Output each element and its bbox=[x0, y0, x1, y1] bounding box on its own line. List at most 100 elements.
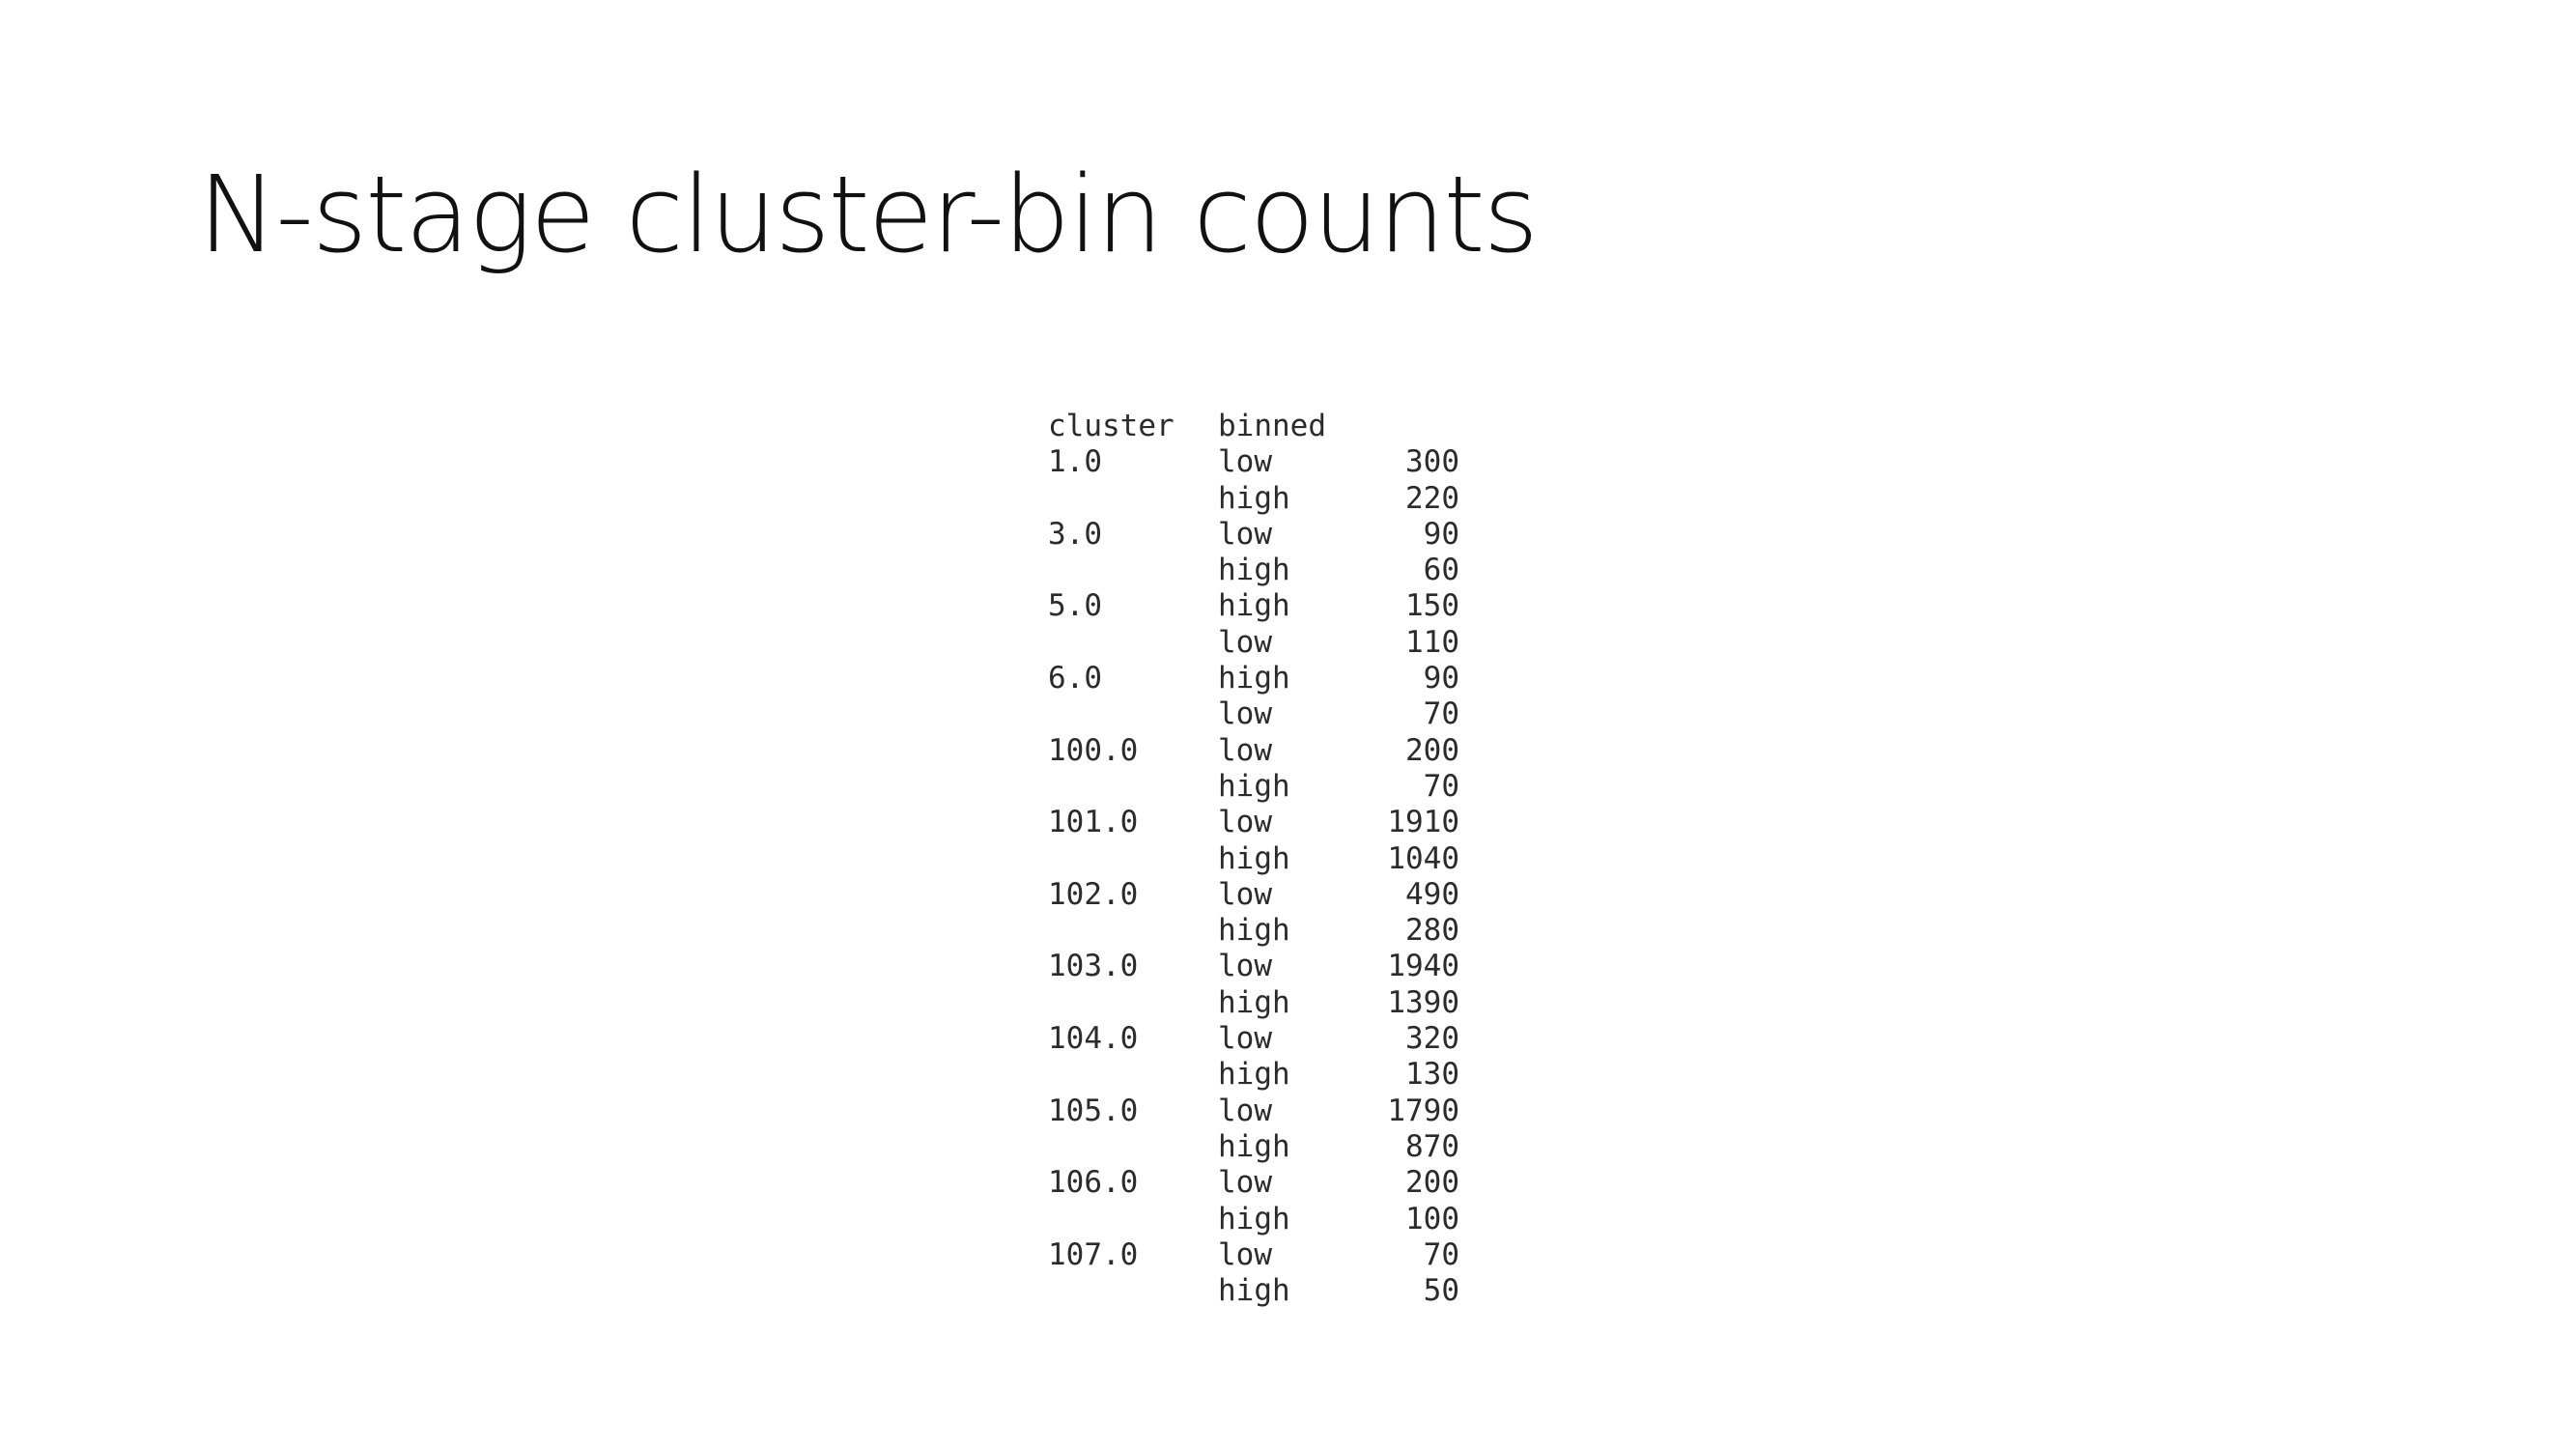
cell-count: 280 bbox=[1405, 913, 1459, 949]
cell-cluster bbox=[1048, 841, 1218, 877]
table-row: high 130 bbox=[1048, 1057, 1459, 1093]
cell-count: 1040 bbox=[1387, 840, 1459, 876]
cell-binned: low bbox=[1218, 444, 1272, 480]
cell-count: 150 bbox=[1405, 588, 1459, 624]
cell-cluster: 106.0 bbox=[1048, 1165, 1139, 1201]
cell-binned: low bbox=[1218, 516, 1272, 552]
table-row: high 280 bbox=[1048, 913, 1459, 949]
cell-binned: low bbox=[1218, 696, 1272, 732]
cell-count: 200 bbox=[1405, 732, 1459, 768]
cell-binned: low bbox=[1218, 1236, 1272, 1272]
cell-binned: high bbox=[1218, 553, 1290, 588]
table-row: 3.0 low 90 bbox=[1048, 517, 1459, 553]
cell-cluster bbox=[1048, 1057, 1218, 1093]
cell-cluster: 3.0 bbox=[1048, 516, 1102, 552]
header-count bbox=[1353, 409, 1459, 444]
cell-binned: high bbox=[1218, 984, 1290, 1020]
table-row: 102.0 low 490 bbox=[1048, 877, 1459, 913]
header-cluster: cluster bbox=[1048, 409, 1175, 443]
table-row: 100.0 low 200 bbox=[1048, 733, 1459, 769]
cell-cluster: 107.0 bbox=[1048, 1236, 1139, 1272]
cell-count: 490 bbox=[1405, 876, 1459, 912]
cell-cluster bbox=[1048, 913, 1218, 949]
table-row: 106.0 low 200 bbox=[1048, 1165, 1459, 1201]
cell-cluster bbox=[1048, 985, 1218, 1021]
cell-cluster: 101.0 bbox=[1048, 805, 1139, 840]
table-row: high 870 bbox=[1048, 1129, 1459, 1165]
cell-cluster bbox=[1048, 553, 1218, 588]
cell-cluster bbox=[1048, 1202, 1218, 1237]
table-row: 103.0 low 1940 bbox=[1048, 949, 1459, 984]
cell-count: 90 bbox=[1423, 661, 1459, 696]
table-row: high 1040 bbox=[1048, 841, 1459, 877]
table-row: high 70 bbox=[1048, 769, 1459, 805]
cell-count: 1790 bbox=[1387, 1093, 1459, 1128]
cell-binned: low bbox=[1218, 1165, 1272, 1201]
cell-binned: low bbox=[1218, 1021, 1272, 1057]
table-row: 105.0 low 1790 bbox=[1048, 1094, 1459, 1129]
cell-count: 1940 bbox=[1387, 949, 1459, 984]
cell-binned: high bbox=[1218, 588, 1290, 624]
cell-binned: low bbox=[1218, 876, 1272, 912]
cell-cluster: 105.0 bbox=[1048, 1093, 1139, 1128]
cell-count: 70 bbox=[1423, 768, 1459, 804]
cell-cluster: 5.0 bbox=[1048, 588, 1102, 624]
cell-binned: low bbox=[1218, 805, 1272, 840]
cell-count: 870 bbox=[1405, 1128, 1459, 1164]
table-row: 5.0 high 150 bbox=[1048, 588, 1459, 624]
cell-cluster bbox=[1048, 481, 1218, 517]
cell-cluster bbox=[1048, 625, 1218, 661]
cell-count: 200 bbox=[1405, 1165, 1459, 1201]
table-row: high 220 bbox=[1048, 481, 1459, 517]
cell-count: 320 bbox=[1405, 1021, 1459, 1057]
cluster-bin-counts-table: cluster binned 1.0 low 300 high 220 3.0 low 90 h… bbox=[1048, 409, 1459, 1309]
table-row: 1.0 low 300 bbox=[1048, 444, 1459, 480]
table-row: high 60 bbox=[1048, 553, 1459, 588]
cell-cluster: 103.0 bbox=[1048, 949, 1139, 984]
table-row: low 110 bbox=[1048, 625, 1459, 661]
table-row: 104.0 low 320 bbox=[1048, 1021, 1459, 1057]
cell-cluster bbox=[1048, 1129, 1218, 1165]
cell-binned: low bbox=[1218, 949, 1272, 984]
table-header-row: cluster binned bbox=[1048, 409, 1459, 444]
cell-cluster: 1.0 bbox=[1048, 444, 1102, 480]
cell-count: 110 bbox=[1405, 624, 1459, 660]
cell-binned: high bbox=[1218, 913, 1290, 949]
cell-cluster: 100.0 bbox=[1048, 732, 1139, 768]
table-row: 101.0 low 1910 bbox=[1048, 805, 1459, 840]
cell-binned: low bbox=[1218, 732, 1272, 768]
cell-cluster: 104.0 bbox=[1048, 1021, 1139, 1057]
table-row: 107.0 low 70 bbox=[1048, 1237, 1459, 1273]
slide-title: N-stage cluster-bin counts bbox=[198, 153, 1539, 276]
cell-binned: high bbox=[1218, 1201, 1290, 1236]
cell-binned: high bbox=[1218, 661, 1290, 696]
cell-count: 1390 bbox=[1387, 984, 1459, 1020]
cell-count: 70 bbox=[1423, 1236, 1459, 1272]
cell-count: 50 bbox=[1423, 1273, 1459, 1309]
cell-cluster bbox=[1048, 1273, 1218, 1309]
cell-binned: high bbox=[1218, 1273, 1290, 1309]
cell-cluster bbox=[1048, 769, 1218, 805]
cell-count: 60 bbox=[1423, 553, 1459, 588]
cell-binned: low bbox=[1218, 1093, 1272, 1128]
cell-cluster: 6.0 bbox=[1048, 661, 1102, 696]
cell-count: 220 bbox=[1405, 480, 1459, 516]
table-row: high 100 bbox=[1048, 1202, 1459, 1237]
cell-binned: high bbox=[1218, 1128, 1290, 1164]
cell-count: 70 bbox=[1423, 696, 1459, 732]
table-row: low 70 bbox=[1048, 696, 1459, 732]
cell-count: 1910 bbox=[1387, 805, 1459, 840]
cell-binned: high bbox=[1218, 840, 1290, 876]
cell-count: 300 bbox=[1405, 444, 1459, 480]
cell-count: 130 bbox=[1405, 1057, 1459, 1093]
cell-count: 90 bbox=[1423, 516, 1459, 552]
cell-cluster: 102.0 bbox=[1048, 876, 1139, 912]
cell-binned: high bbox=[1218, 480, 1290, 516]
cell-binned: high bbox=[1218, 768, 1290, 804]
header-binned: binned bbox=[1218, 409, 1326, 443]
cell-binned: low bbox=[1218, 624, 1272, 660]
table-row: 6.0 high 90 bbox=[1048, 661, 1459, 696]
cell-cluster bbox=[1048, 696, 1218, 732]
cell-count: 100 bbox=[1405, 1201, 1459, 1236]
table-row: high 50 bbox=[1048, 1273, 1459, 1309]
